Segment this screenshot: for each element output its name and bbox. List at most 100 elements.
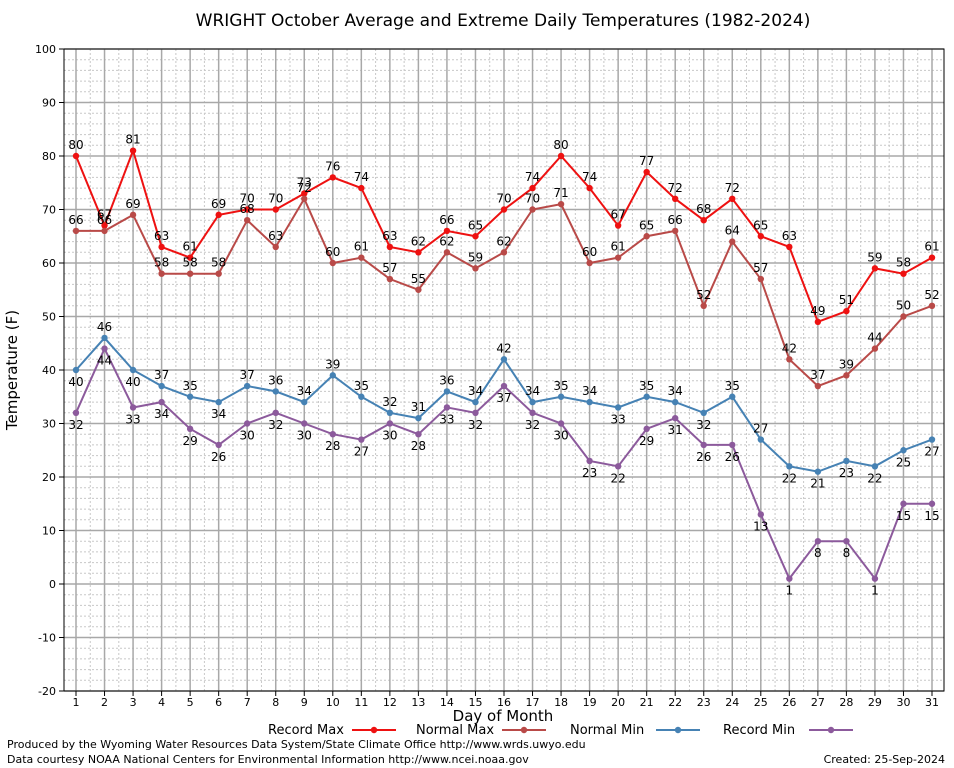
record-max-data-label: 81 [125,133,140,147]
record-min-point [301,420,308,427]
record-min-data-label: 27 [354,445,369,459]
x-tick-label: 8 [272,696,279,709]
normal-min-point [415,414,422,422]
normal-max-point [244,217,251,224]
normal-min-point [757,436,764,443]
normal-min-point [614,404,622,411]
record-max-point [472,233,479,240]
x-tick-label: 14 [440,696,454,709]
normal-min-point [358,393,365,400]
normal-max-point [700,302,707,309]
normal-min-data-label: 27 [753,422,768,436]
record-min-point [329,431,336,438]
record-max-data-label: 70 [496,192,511,206]
record-min-point [272,409,279,416]
major-grid [64,48,944,692]
record-max-data-label: 61 [924,240,939,254]
normal-min-point [843,457,850,465]
normal-min-data-label: 34 [468,384,483,398]
record-max-data-label: 62 [411,234,426,248]
record-max-data-label: 58 [896,256,911,270]
record-max-data-label: 61 [182,240,197,254]
legend-label-record-min: Record Min [723,723,795,738]
record-max-data-label: 72 [725,181,740,195]
record-max-point [386,243,394,251]
record-min-point [729,441,736,449]
normal-max-point [72,227,80,235]
normal-max-data-label: 55 [411,272,426,286]
record-min-data-label: 30 [382,429,397,443]
normal-min-point [301,398,308,406]
normal-min-point [928,436,936,443]
x-tick-label: 29 [868,696,882,709]
record-min-data-label: 30 [553,429,568,443]
record-min-data-label: 32 [268,418,283,432]
normal-min-point [700,409,707,416]
normal-max-point [301,195,308,202]
y-tick-label: 40 [42,364,56,377]
normal-min-point [329,372,336,379]
record-min-point [244,420,251,427]
normal-min-data-label: 37 [154,368,169,382]
x-tick-label: 1 [73,696,80,709]
normal-min-point [586,398,593,406]
normal-min-data-label: 33 [610,412,625,426]
record-max-point [843,307,850,315]
normal-max-data-label: 69 [125,197,140,211]
normal-min-data-label: 31 [411,400,426,414]
normal-min-point [215,398,222,406]
normal-min-data-label: 36 [268,373,283,387]
record-max-data-label: 51 [839,293,854,307]
x-tick-label: 19 [583,696,597,709]
normal-max-point [101,227,108,235]
normal-max-point [329,259,336,267]
x-tick-label: 27 [811,696,825,709]
normal-max-point [843,372,850,379]
record-min-point [700,441,707,449]
normal-max-point [158,270,165,277]
record-min-point [757,511,764,518]
record-min-point [215,441,222,449]
x-tick-label: 15 [468,696,482,709]
x-tick-label: 23 [697,696,711,709]
normal-max-point [900,313,907,320]
record-max-data-label: 63 [154,229,169,243]
record-max-point [500,206,508,213]
normal-min-point [158,382,165,390]
x-tick-label: 31 [925,696,939,709]
normal-min-point [129,366,137,374]
x-tick-label: 4 [158,696,165,709]
normal-max-data-label: 42 [782,341,797,355]
normal-min-point [814,468,822,475]
x-tick-label: 28 [839,696,853,709]
y-tick-label: 90 [42,97,56,110]
record-max-data-label: 74 [354,170,369,184]
x-tick-label: 2 [101,696,108,709]
normal-min-data-label: 27 [924,445,939,459]
normal-max-point [443,249,451,256]
legend-label-normal-min: Normal Min [570,723,644,738]
record-max-data-label: 65 [468,218,483,232]
normal-min-data-label: 36 [439,373,454,387]
record-min-data-label: 13 [753,519,768,533]
record-min-data-label: 26 [211,450,226,464]
normal-max-point [358,254,365,261]
record-max-point [358,184,365,192]
record-max-point [586,184,593,192]
normal-min-data-label: 40 [125,375,140,389]
y-tick-label: 60 [42,257,56,270]
normal-max-point [386,275,394,283]
record-max-data-label: 68 [696,202,711,216]
normal-min-data-label: 35 [182,379,197,393]
normal-min-data-label: 37 [240,368,255,382]
x-tick-label: 9 [301,696,308,709]
normal-min-data-label: 40 [68,375,83,389]
record-min-data-label: 30 [240,429,255,443]
normal-max-data-label: 60 [325,245,340,259]
normal-max-point [415,286,422,293]
normal-max-point [729,238,736,245]
record-min-point [786,575,793,582]
record-max-data-label: 73 [297,175,312,189]
record-max-data-label: 76 [325,159,340,173]
record-max-point [757,233,764,240]
